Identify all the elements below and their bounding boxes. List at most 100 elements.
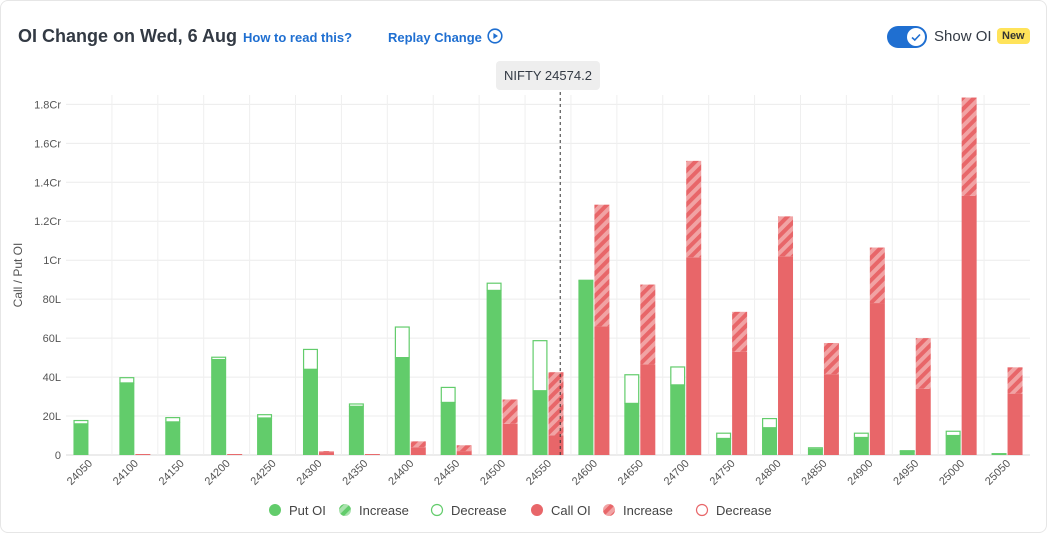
call-oi-bar[interactable] bbox=[594, 326, 610, 455]
page-title: OI Change on Wed, 6 Aug bbox=[18, 26, 238, 46]
put-decrease-bar[interactable] bbox=[486, 282, 502, 291]
replay-change-link[interactable]: Replay Change bbox=[388, 30, 482, 45]
play-circle-icon[interactable] bbox=[487, 28, 503, 44]
call-increase-bar[interactable] bbox=[640, 284, 656, 365]
put-oi-bar[interactable] bbox=[119, 382, 135, 455]
put-oi-bar[interactable] bbox=[486, 290, 502, 455]
legend-label[interactable]: Call OI bbox=[551, 503, 591, 518]
put-oi-bar[interactable] bbox=[165, 421, 181, 455]
put-oi-bar[interactable] bbox=[394, 357, 410, 455]
call-increase-bar[interactable] bbox=[869, 247, 885, 304]
put-oi-legend-swatch bbox=[269, 504, 281, 516]
put-oi-bar[interactable] bbox=[302, 369, 318, 455]
put-decrease-bar[interactable] bbox=[670, 366, 686, 386]
put-decrease-bar[interactable] bbox=[73, 419, 89, 425]
put-decrease-bar[interactable] bbox=[807, 447, 823, 450]
put-oi-bar[interactable] bbox=[348, 406, 364, 455]
put-oi-bar[interactable] bbox=[762, 427, 778, 455]
y-tick-label: 60L bbox=[43, 333, 61, 345]
put-oi-bar[interactable] bbox=[578, 280, 594, 455]
put-oi-bar[interactable] bbox=[945, 435, 961, 455]
put-oi-bar[interactable] bbox=[807, 449, 823, 455]
call-increase-bar[interactable] bbox=[1007, 367, 1023, 394]
put-decrease-bar[interactable] bbox=[394, 326, 410, 359]
legend-label[interactable]: Decrease bbox=[451, 503, 507, 518]
x-tick-label: 24250 bbox=[249, 458, 279, 488]
call-increase-bar[interactable] bbox=[778, 216, 794, 257]
call-increase-bar[interactable] bbox=[318, 451, 334, 453]
put-oi-bar[interactable] bbox=[899, 451, 915, 455]
call-increase-bar[interactable] bbox=[686, 160, 702, 258]
put-decrease-bar[interactable] bbox=[624, 374, 640, 404]
put-decrease-bar[interactable] bbox=[211, 356, 227, 361]
show-oi-toggle[interactable] bbox=[887, 26, 927, 48]
call-oi-bar[interactable] bbox=[732, 351, 748, 455]
put-decrease-bar[interactable] bbox=[165, 417, 181, 423]
call-oi-bar[interactable] bbox=[869, 303, 885, 455]
call-oi-bar[interactable] bbox=[915, 388, 931, 455]
put-decrease-bar[interactable] bbox=[853, 432, 869, 439]
call-oi-bar[interactable] bbox=[227, 454, 243, 455]
call-increase-bar[interactable] bbox=[915, 338, 931, 389]
x-tick-label: 25050 bbox=[983, 458, 1013, 488]
x-tick-label: 24900 bbox=[845, 458, 875, 488]
call-oi-bar[interactable] bbox=[364, 454, 380, 455]
call-increase-bar[interactable] bbox=[548, 372, 564, 436]
legend-label[interactable]: Increase bbox=[623, 503, 673, 518]
put-decrease-bar[interactable] bbox=[348, 403, 364, 407]
put-oi-bar[interactable] bbox=[991, 453, 1007, 455]
put-oi-bar[interactable] bbox=[440, 402, 456, 455]
put-decrease-bar[interactable] bbox=[762, 417, 778, 429]
put-oi-bar[interactable] bbox=[73, 423, 89, 455]
how-to-read-link[interactable]: How to read this? bbox=[243, 30, 353, 45]
put-decrease-bar[interactable] bbox=[899, 450, 915, 452]
put-oi-bar[interactable] bbox=[670, 384, 686, 455]
call-increase-bar[interactable] bbox=[961, 97, 977, 196]
put-decrease-bar[interactable] bbox=[302, 348, 318, 370]
put-oi-bar[interactable] bbox=[211, 359, 227, 455]
call-oi-bar[interactable] bbox=[548, 435, 564, 455]
call-oi-bar[interactable] bbox=[456, 451, 472, 455]
x-tick-label: 24050 bbox=[65, 458, 95, 488]
put-oi-bar[interactable] bbox=[853, 437, 869, 455]
call-oi-bar[interactable] bbox=[778, 256, 794, 455]
legend-label[interactable]: Put OI bbox=[289, 503, 326, 518]
call-increase-bar[interactable] bbox=[732, 311, 748, 352]
call-oi-bar[interactable] bbox=[1007, 393, 1023, 455]
call-oi-legend-swatch bbox=[531, 504, 543, 516]
call-increase-bar[interactable] bbox=[502, 399, 518, 424]
call-oi-bar[interactable] bbox=[823, 374, 839, 455]
put-oi-bar[interactable] bbox=[716, 438, 732, 455]
x-tick-label: 24350 bbox=[340, 458, 370, 488]
put-decrease-bar[interactable] bbox=[440, 386, 456, 404]
x-tick-label: 24300 bbox=[294, 458, 324, 488]
y-tick-label: 1Cr bbox=[43, 255, 61, 267]
y-tick-label: 20L bbox=[43, 411, 61, 423]
put-decrease-bar[interactable] bbox=[119, 377, 135, 384]
put-decrease-bar[interactable] bbox=[532, 340, 548, 392]
put-oi-bar[interactable] bbox=[532, 390, 548, 455]
legend-label[interactable]: Increase bbox=[359, 503, 409, 518]
put-decrease-bar[interactable] bbox=[257, 414, 273, 419]
call-oi-bar[interactable] bbox=[961, 195, 977, 455]
call-increase-bar[interactable] bbox=[823, 342, 839, 375]
call-increase-bar[interactable] bbox=[456, 445, 472, 452]
put-decrease-bar[interactable] bbox=[578, 279, 594, 282]
call-increase-bar[interactable] bbox=[410, 441, 426, 448]
call-oi-bar[interactable] bbox=[502, 423, 518, 455]
call-oi-bar[interactable] bbox=[318, 452, 334, 455]
call-oi-bar[interactable] bbox=[686, 257, 702, 455]
put-decrease-bar[interactable] bbox=[716, 432, 732, 440]
call-increase-bar[interactable] bbox=[594, 204, 610, 327]
call-oi-bar[interactable] bbox=[640, 364, 656, 455]
put-oi-bar[interactable] bbox=[624, 403, 640, 455]
legend-label[interactable]: Decrease bbox=[716, 503, 772, 518]
x-tick-label: 25000 bbox=[937, 458, 967, 488]
call-oi-bar[interactable] bbox=[410, 447, 426, 455]
put-decrease-bar[interactable] bbox=[945, 430, 961, 437]
call-oi-bar[interactable] bbox=[135, 454, 151, 455]
check-icon bbox=[911, 33, 921, 42]
x-tick-label: 24550 bbox=[524, 458, 554, 488]
put-oi-bar[interactable] bbox=[257, 417, 273, 455]
